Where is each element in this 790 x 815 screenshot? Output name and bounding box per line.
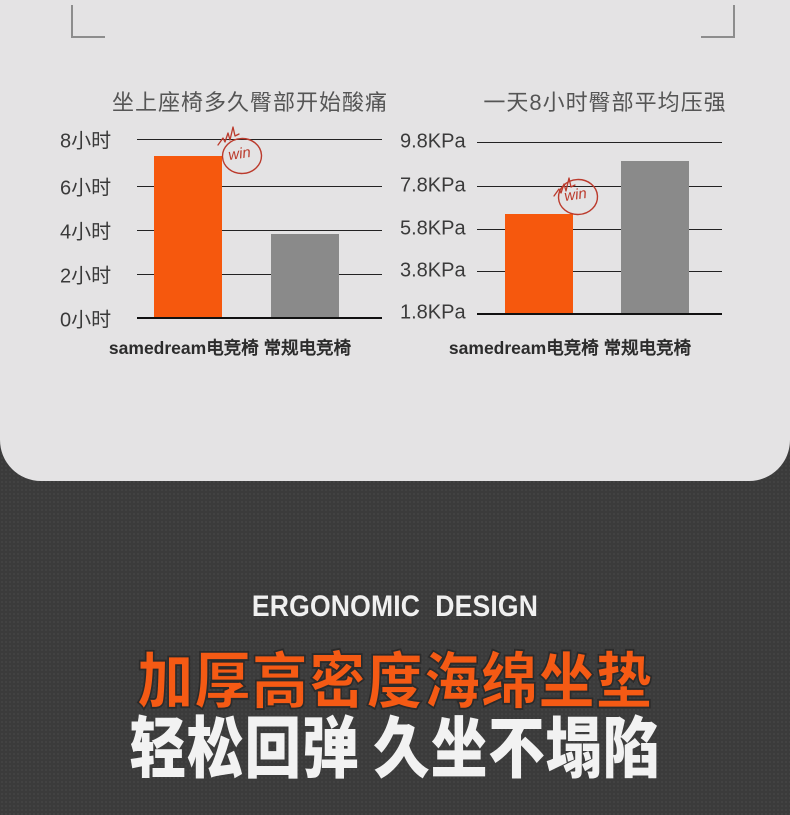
- svg-text:win: win: [227, 144, 252, 164]
- svg-text:win: win: [563, 185, 588, 205]
